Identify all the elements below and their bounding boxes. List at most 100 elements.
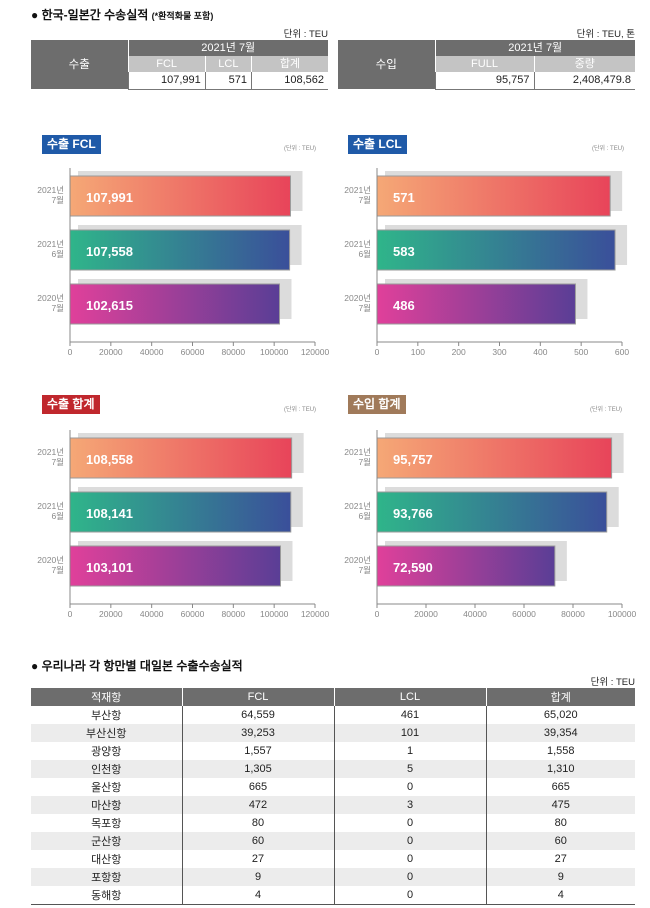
x-tick-label: 0 [68, 347, 73, 357]
cell-total: 60 [485, 832, 635, 850]
import-summary-table: 수입 2021년 7월 FULL 중량 95,757 2,408,479.8 [338, 40, 635, 90]
section2-title: ● 우리나라 각 항만별 대일본 수출수송실적 [31, 657, 243, 674]
bar [376, 437, 613, 479]
bar-value-label: 107,558 [86, 244, 133, 259]
cell-fcl: 27 [181, 850, 334, 868]
import-row-label: 수입 [338, 40, 435, 89]
cell-fcl: 39,253 [181, 724, 334, 742]
port-table-header: 적재항 FCL LCL 합계 [31, 688, 635, 706]
category-label: 7월 [358, 457, 371, 467]
cell-lcl: 0 [333, 868, 486, 886]
x-tick-label: 100 [411, 347, 425, 357]
import-unit-label: 단위 : TEU, 톤 [576, 29, 635, 40]
col-fcl: FCL [181, 688, 334, 706]
col-port: 적재항 [31, 688, 182, 706]
category-label: 2020년 [344, 293, 371, 303]
bullet-icon: ● [31, 659, 39, 673]
cell-port: 부산항 [91, 710, 122, 722]
x-tick-label: 400 [533, 347, 547, 357]
cell-fcl: 4 [181, 886, 334, 905]
port-table: 적재항 FCL LCL 합계 부산항 64,559 461 65,020 부산신항 39,… [31, 688, 635, 905]
cell-fcl: 80 [181, 814, 334, 832]
cell-total: 1,558 [485, 742, 635, 760]
cell-lcl: 3 [333, 796, 486, 814]
chart-export-total-unit: (단위 : TEU) [284, 407, 317, 413]
bar [69, 175, 291, 217]
export-col-lcl: LCL [204, 56, 252, 73]
export-val-lcl: 571 [204, 72, 252, 90]
table-row: 울산항 665 0 665 [31, 778, 635, 796]
bar-value-label: 107,991 [86, 190, 133, 205]
category-label: 2020년 [344, 555, 371, 565]
bar-value-label: 93,766 [393, 506, 433, 521]
export-row-label: 수출 [31, 40, 128, 89]
section2-title-text: 우리나라 각 항만별 대일본 수출수송실적 [41, 659, 243, 673]
cell-port: 목포항 [91, 818, 122, 830]
category-label: 6월 [358, 249, 371, 259]
bar [376, 283, 576, 325]
bar-value-label: 102,615 [86, 298, 133, 313]
category-label: 2021년 [344, 185, 371, 195]
x-tick-label: 20000 [99, 347, 123, 357]
import-col-full: FULL [434, 56, 534, 73]
cell-lcl: 0 [333, 778, 486, 796]
cell-lcl: 0 [333, 814, 486, 832]
chart-export-fcl: 107,9912021년7월107,5582021년6월102,6152020년… [37, 168, 329, 357]
section1-title-text: 한국-일본간 수송실적 [41, 8, 149, 22]
export-col-fcl: FCL [127, 56, 206, 73]
category-label: 7월 [358, 195, 371, 205]
cell-port: 동해항 [31, 886, 182, 905]
cell-total: 1,310 [485, 760, 635, 778]
cell-fcl: 472 [181, 796, 334, 814]
category-label: 7월 [358, 565, 371, 575]
category-label: 2021년 [344, 447, 371, 457]
x-tick-label: 300 [492, 347, 506, 357]
category-label: 7월 [51, 457, 64, 467]
cell-total: 475 [485, 796, 635, 814]
col-total: 합계 [485, 688, 635, 706]
x-tick-label: 40000 [140, 347, 164, 357]
cell-port: 군산항 [31, 832, 182, 850]
cell-fcl: 1,305 [181, 760, 334, 778]
x-tick-label: 60000 [181, 347, 205, 357]
cell-lcl: 0 [333, 832, 486, 850]
cell-lcl: 5 [333, 760, 486, 778]
category-label: 7월 [51, 195, 64, 205]
x-tick-label: 120000 [301, 347, 330, 357]
category-label: 2021년 [37, 239, 64, 249]
cell-lcl: 0 [333, 850, 486, 868]
bar-value-label: 108,141 [86, 506, 133, 521]
bar [376, 491, 608, 533]
cell-total: 4 [485, 886, 635, 905]
cell-port: 인천항 [31, 760, 182, 778]
bar-value-label: 108,558 [86, 452, 133, 467]
x-tick-label: 500 [574, 347, 588, 357]
x-tick-label: 60000 [512, 609, 536, 619]
cell-port: 부산신항 [31, 724, 182, 742]
x-tick-label: 80000 [222, 609, 246, 619]
table-row: 군산항 60 0 60 [31, 832, 635, 850]
bar [69, 545, 281, 587]
section1-title: ● 한국-일본간 수송실적 (*환적화물 포함) [31, 6, 213, 23]
bar [376, 229, 616, 271]
chart-export-lcl-unit: (단위 : TEU) [592, 146, 625, 152]
cell-fcl: 64,559 [181, 706, 334, 724]
x-tick-label: 100000 [608, 609, 637, 619]
col-lcl: LCL [333, 688, 486, 706]
export-summary-table: 수출 2021년 7월 FCL LCL 합계 107,991 571 108,5… [31, 40, 328, 90]
chart-export-total: 108,5582021년7월108,1412021년6월103,1012020년… [37, 430, 329, 619]
category-label: 7월 [51, 565, 64, 575]
chart-import-total-title: 수입 합계 [348, 395, 406, 414]
category-label: 2021년 [37, 501, 64, 511]
table-row: 광양항 1,557 1 1,558 [31, 742, 635, 760]
category-label: 6월 [51, 249, 64, 259]
section1-note: (*환적화물 포함) [151, 11, 214, 21]
x-tick-label: 20000 [99, 609, 123, 619]
category-label: 2020년 [37, 555, 64, 565]
chart-import-total: 95,7572021년7월93,7662021년6월72,5902020년7월0… [344, 430, 637, 619]
category-label: 6월 [358, 511, 371, 521]
bar [69, 437, 293, 479]
x-tick-label: 40000 [463, 609, 487, 619]
bar [69, 491, 292, 533]
